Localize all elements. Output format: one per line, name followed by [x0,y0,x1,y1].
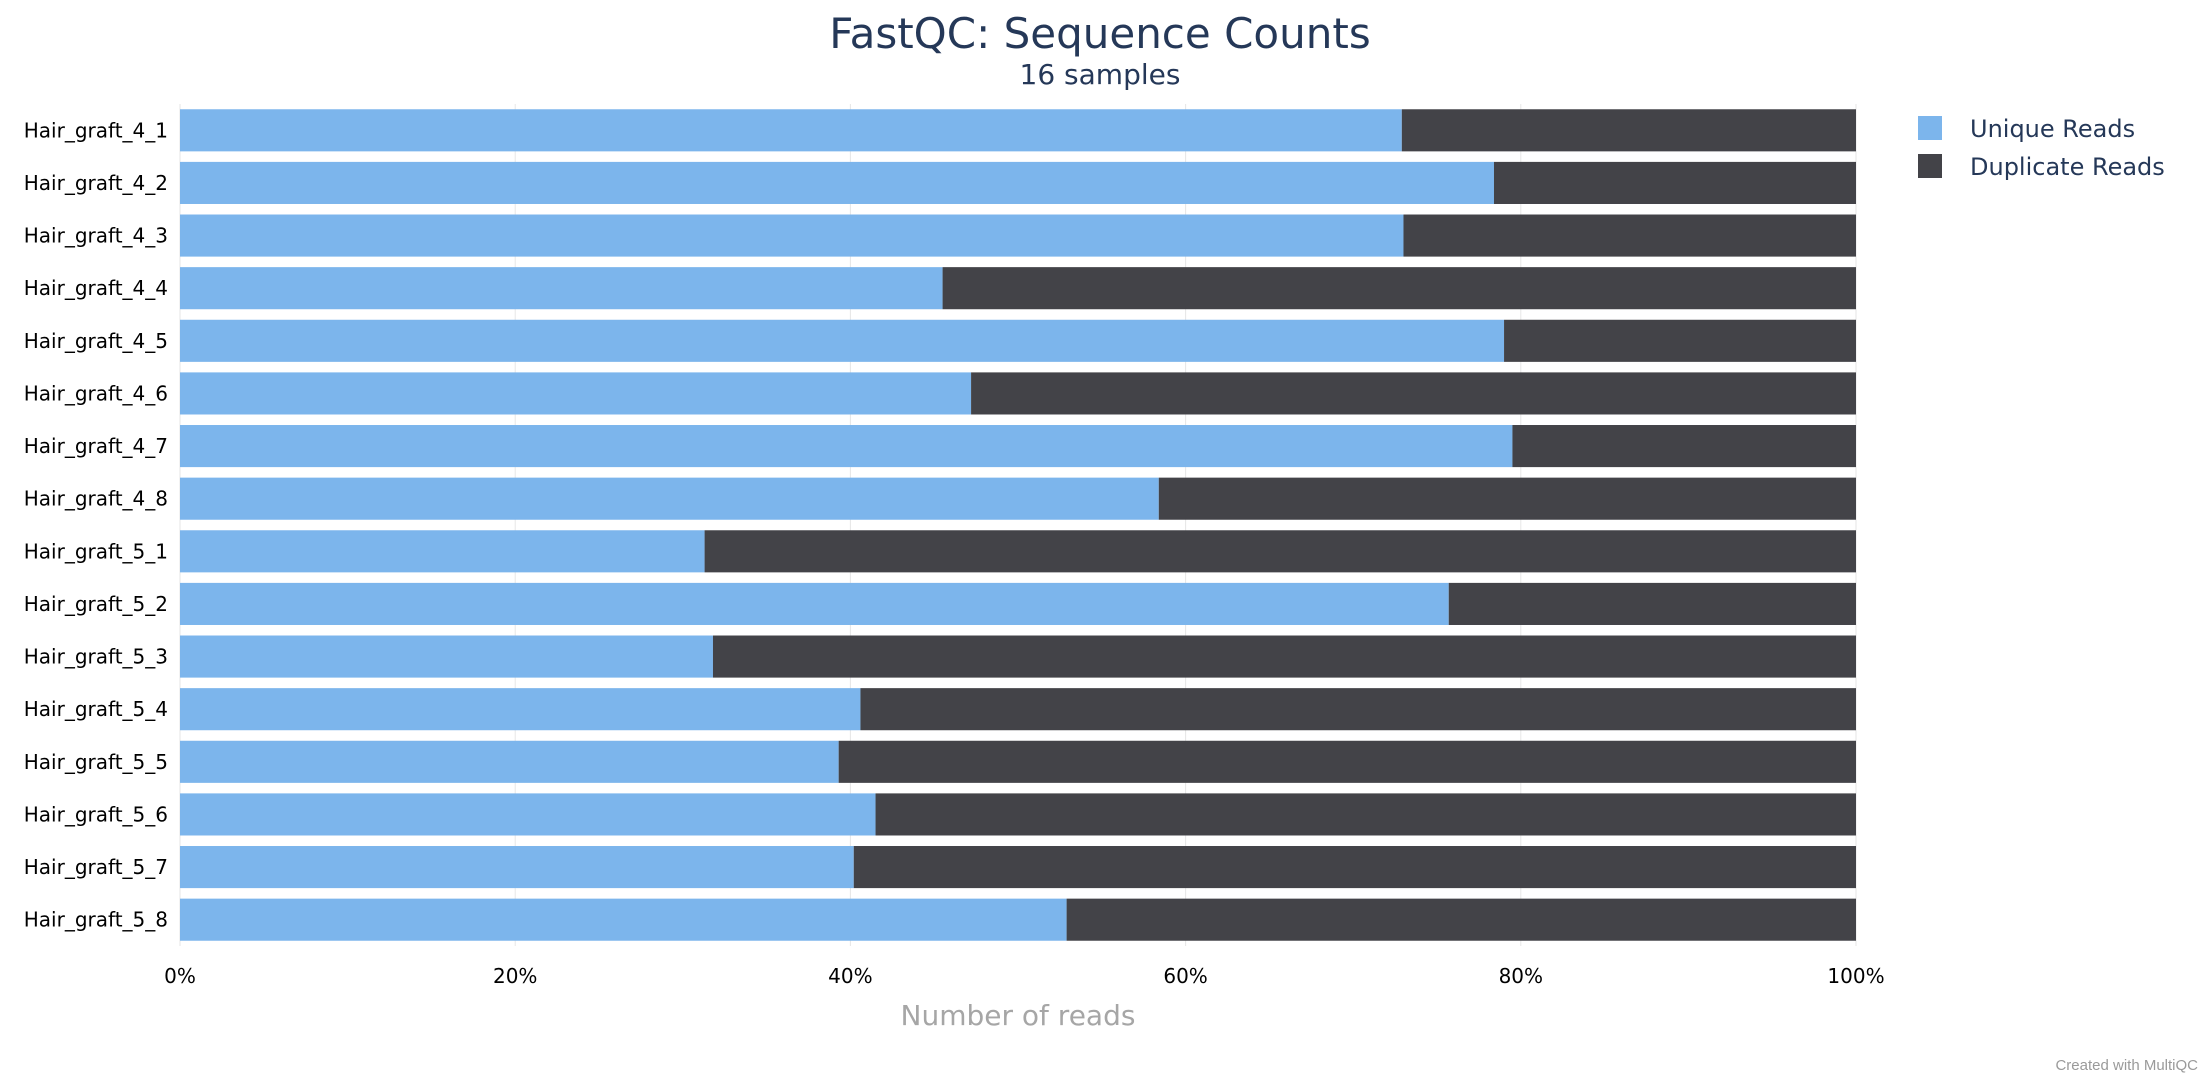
bar-duplicate-reads[interactable] [1401,109,1856,152]
bars [180,109,1856,941]
bar-duplicate-reads[interactable] [860,688,1856,731]
bar-duplicate-reads[interactable] [1512,425,1856,468]
bar-duplicate-reads[interactable] [1504,319,1856,362]
bar-duplicate-reads[interactable] [712,635,1856,678]
x-axis-ticks: 0% 20% 40% 60% 80% 100% [164,964,1884,988]
bar-duplicate-reads[interactable] [704,530,1856,573]
bar-unique-reads[interactable] [180,635,713,678]
bar-duplicate-reads[interactable] [838,740,1856,783]
bar-unique-reads[interactable] [180,793,876,836]
bar-unique-reads[interactable] [180,846,854,889]
y-tick-label: Hair_graft_4_7 [24,434,168,458]
chart-title: FastQC: Sequence Counts [829,9,1370,58]
bar-unique-reads[interactable] [180,477,1159,520]
y-tick-label: Hair_graft_4_4 [24,276,168,300]
x-tick-label: 100% [1827,964,1884,988]
watermark: Created with MultiQC [2055,1057,2198,1074]
y-tick-label: Hair_graft_4_8 [24,487,168,511]
y-tick-label: Hair_graft_5_8 [24,908,168,932]
x-tick-label: 60% [1163,964,1207,988]
x-tick-label: 0% [164,964,196,988]
bar-unique-reads[interactable] [180,688,861,731]
x-tick-label: 20% [493,964,537,988]
bar-unique-reads[interactable] [180,372,972,415]
y-tick-label: Hair_graft_4_1 [24,118,168,142]
y-tick-label: Hair_graft_4_3 [24,224,168,248]
bar-unique-reads[interactable] [180,319,1505,362]
bar-unique-reads[interactable] [180,425,1513,468]
y-tick-label: Hair_graft_5_6 [24,802,168,826]
legend[interactable]: Unique Reads Duplicate Reads [1918,115,2165,181]
y-tick-label: Hair_graft_4_2 [24,171,168,195]
bar-duplicate-reads[interactable] [1158,477,1856,520]
bar-unique-reads[interactable] [180,582,1449,625]
y-tick-label: Hair_graft_5_7 [24,855,168,879]
bar-unique-reads[interactable] [180,214,1404,257]
y-tick-label: Hair_graft_5_4 [24,697,168,721]
bar-duplicate-reads[interactable] [853,846,1856,889]
legend-item-label[interactable]: Duplicate Reads [1970,153,2165,181]
legend-swatch [1918,116,1942,140]
x-axis-label: Number of reads [901,999,1136,1032]
bar-duplicate-reads[interactable] [1066,898,1856,941]
chart-subtitle: 16 samples [1020,58,1181,91]
bar-duplicate-reads[interactable] [1493,161,1856,204]
bar-duplicate-reads[interactable] [942,267,1856,310]
y-tick-label: Hair_graft_4_5 [24,329,168,353]
y-tick-label: Hair_graft_5_5 [24,750,168,774]
y-tick-label: Hair_graft_5_3 [24,645,168,669]
legend-swatch [1918,154,1942,178]
bar-unique-reads[interactable] [180,161,1494,204]
x-tick-label: 40% [828,964,872,988]
bar-unique-reads[interactable] [180,109,1402,152]
bar-unique-reads[interactable] [180,740,839,783]
bar-unique-reads[interactable] [180,267,943,310]
bar-duplicate-reads[interactable] [875,793,1856,836]
bar-unique-reads[interactable] [180,898,1067,941]
x-tick-label: 80% [1499,964,1543,988]
bar-duplicate-reads[interactable] [1403,214,1856,257]
bar-duplicate-reads[interactable] [971,372,1856,415]
legend-item-label[interactable]: Unique Reads [1970,115,2135,143]
bar-duplicate-reads[interactable] [1448,582,1856,625]
y-tick-label: Hair_graft_5_1 [24,539,168,563]
y-tick-label: Hair_graft_5_2 [24,592,168,616]
y-axis-labels: Hair_graft_4_1 Hair_graft_4_2 Hair_graft_4… [24,118,168,931]
bar-unique-reads[interactable] [180,530,705,573]
y-tick-label: Hair_graft_4_6 [24,381,168,405]
